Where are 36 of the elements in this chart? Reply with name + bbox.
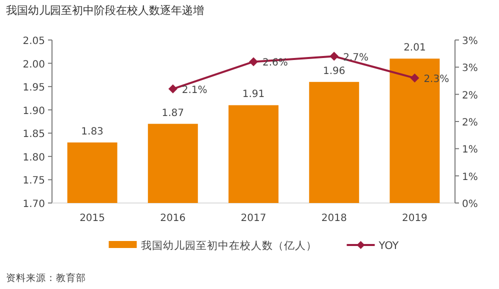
y-tick-label: 1.70 [22,199,45,210]
x-tick-label: 2016 [160,213,186,224]
y-tick-label: 1.80 [22,152,45,164]
point [410,74,420,83]
chart-title: 我国幼儿园至初中阶段在校人数逐年递增 [6,4,204,17]
data-label: 1.83 [81,126,104,138]
data-label: 2.6% [262,58,288,69]
y-tick-label: 1.95 [22,82,45,94]
data-label: 1.96 [322,66,346,77]
x-tick-label: 2017 [240,213,266,224]
data-label: 1.87 [162,108,184,119]
point [330,52,339,61]
point [168,84,178,94]
y-tick-label: 2.05 [22,36,45,47]
y-tick-label: 1.90 [22,106,45,117]
data-label: 2.01 [404,42,426,54]
y2-tick-label: 2% [462,118,478,128]
y2-tick-label: 1% [462,172,478,183]
y2-tick-label: 0% [462,199,478,210]
y-tick-label: 2.00 [22,59,45,70]
y2-tick-label: 3% [462,36,478,47]
point [249,57,258,66]
data-label: 2.1% [182,84,208,96]
y2-tick-label: 3% [462,63,478,74]
legend-label: YOY [378,240,400,252]
data-label: 1.91 [242,89,265,100]
y2-tick-label: 1% [462,144,478,156]
y-tick-label: 1.85 [22,129,45,140]
y-tick-label: 1.75 [22,176,45,187]
x-tick-label: 2018 [321,213,347,224]
legend-label: 我国幼儿园至初中在校人数（亿人） [140,239,317,252]
x-tick-label: 2015 [80,213,106,224]
data-label: 2.7% [343,52,369,64]
x-tick-label: 2019 [402,213,428,224]
y2-tick-label: 2% [462,90,478,102]
text: 资料来源：教育部 [6,272,86,284]
